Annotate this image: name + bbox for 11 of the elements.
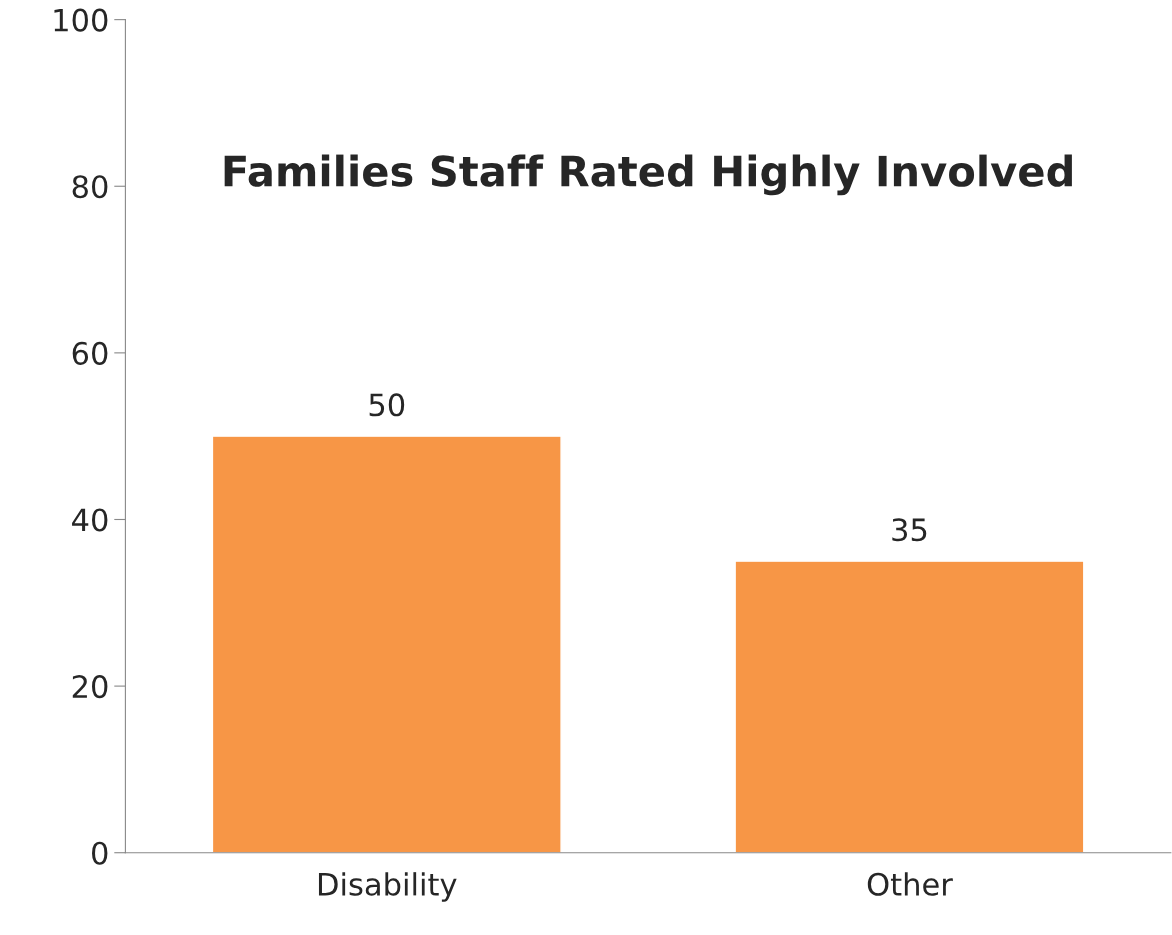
data-label: 50: [369, 393, 405, 417]
y-tick-label: 40: [72, 508, 108, 532]
data-label: 35: [892, 518, 927, 542]
x-tick-label: Other: [867, 872, 953, 896]
y-tick-label: 100: [54, 8, 108, 32]
text: Families Staff Rated Highly Involved: [224, 154, 1072, 196]
y-tick-label: 80: [72, 175, 108, 199]
y-tick-label: 20: [72, 675, 108, 699]
y-tick-label: 0: [92, 841, 108, 865]
x-tick-label: Disability: [318, 872, 457, 902]
y-tick-label: 60: [72, 341, 108, 365]
